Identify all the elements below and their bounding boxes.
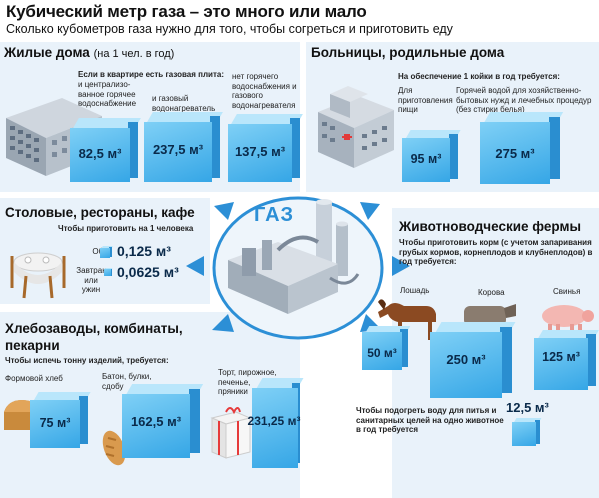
residential-item-3-label: нет горячего водоснабжения и газового во… [232,72,297,110]
dining-table-icon [10,252,66,299]
residential-title: Жилые дома (на 1 чел. в год) [4,45,175,60]
hospitals-cube-1: 95 м³ [402,130,461,182]
baton-icon [102,430,126,466]
farms-cube-3: 125 м³ [534,330,599,390]
hospital-building-icon [318,86,394,168]
farms-item-2-label: Корова [478,288,505,297]
canteens-intro: Чтобы приготовить на 1 человека [58,224,194,233]
farms-item-1-label: Лошадь [400,286,430,295]
canteens-title: Столовые, рестораны, кафе [5,205,195,220]
canteens-cube-1 [100,246,113,258]
residential-value-2: 237,5 м³ [152,142,204,157]
farms-item-3-label: Свинья [553,287,581,296]
page-title: Кубический метр газа – это много или мал… [6,2,367,21]
bakeries-value-3: 231,25 м³ [247,414,301,428]
gas-label: ГАЗ [254,204,295,226]
farms-value-3: 125 м³ [542,350,580,364]
residential-value-3: 137,5 м³ [234,144,286,159]
residential-intro: Если в квартире есть газовая плита: [78,70,224,79]
farms-value-1: 50 м³ [367,346,397,360]
hospitals-value-1: 95 м³ [410,152,442,166]
residential-cube-3: 137,5 м³ [228,114,303,182]
bakeries-item-2-label: Батон, булки, сдобу [102,372,152,391]
canteens-cube-2 [104,268,113,276]
bakeries-title: Хлебозаводы, комбинаты, пекарни [5,321,183,353]
bakeries-value-2: 162,5 м³ [130,414,182,429]
bakeries-intro: Чтобы испечь тонну изделий, требуется: [5,356,169,365]
residential-item-2-label: и газовый водонагреватель [152,94,216,113]
hospitals-cube-2: 275 м³ [480,112,564,184]
farms-cube-2: 250 м³ [430,322,516,398]
residential-item-1-label: и централизо-ванное горячее водоснабжени… [78,80,137,108]
page-subtitle: Сколько кубометров газа нужно для того, … [6,22,453,36]
farms-cube-1: 50 м³ [362,326,411,370]
farms-title: Животноводческие фермы [399,219,582,234]
hospitals-title: Больницы, родильные дома [311,45,505,60]
farms-water-value: 12,5 м³ [506,400,549,415]
farms-value-2: 250 м³ [446,352,486,367]
farms-water-note: Чтобы подогреть воду для питья и санитар… [356,406,504,434]
residential-value-1: 82,5 м³ [78,146,122,161]
canteens-value-2: 0,0625 м³ [117,264,179,280]
canteens-item-2-label: Завтрак или ужин [76,266,106,294]
horse-icon [378,299,436,340]
bakeries-value-1: 75 м³ [39,416,71,430]
residential-cube-1: 82,5 м³ [70,118,141,182]
bakeries-cube-1: 75 м³ [30,392,91,448]
bakeries-cube-3: 231,25 м³ [248,378,304,468]
hospitals-intro: На обеспечение 1 койки в год требуется: [398,72,560,81]
hospitals-item-2-label: Горячей водой для хозяйственно-бытовых н… [456,86,592,114]
bakeries-item-1-label: Формовой хлеб [5,374,63,383]
pig-icon [542,305,594,333]
bakeries-item-3-label: Торт, пирожное, печенье, пряники [218,368,277,396]
farms-intro: Чтобы приготовить корм (с учетом запарив… [399,238,593,266]
residential-cube-2: 237,5 м³ [144,112,223,182]
residential-title-note: (на 1 чел. в год) [93,48,175,60]
canteens-value-1: 0,125 м³ [117,243,171,259]
bakeries-cube-2: 162,5 м³ [122,384,204,458]
hospitals-value-2: 275 м³ [495,146,535,161]
farms-water-cube [512,418,542,446]
gas-plant-icon [228,199,360,314]
hospitals-item-1-label: Для приготовления пищи [398,86,453,114]
cake-box-icon [210,407,252,459]
